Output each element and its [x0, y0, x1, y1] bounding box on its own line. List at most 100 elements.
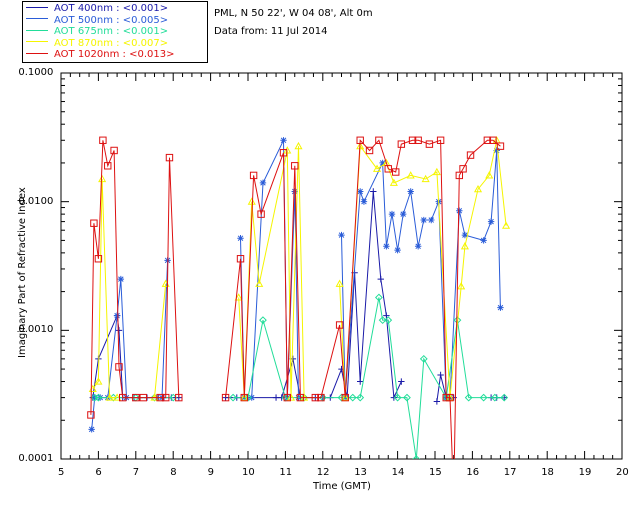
square-marker [87, 411, 95, 419]
triangle-marker [283, 146, 292, 154]
triangle-marker [234, 293, 243, 301]
square-marker [459, 165, 467, 173]
series-s1020 [87, 136, 505, 501]
square-marker [249, 171, 258, 180]
triangle-marker [113, 393, 122, 401]
series-line [90, 139, 501, 459]
square-marker [104, 162, 112, 170]
square-marker [408, 136, 417, 144]
legend-label: AOT 870nm : <0.007> [54, 37, 169, 49]
triangle-marker [94, 377, 103, 385]
triangle-marker [294, 141, 303, 150]
x-axis-label: Time (GMT) [313, 481, 371, 492]
square-marker [392, 168, 400, 176]
star-marker [493, 147, 500, 154]
star-marker [480, 237, 487, 244]
square-marker [455, 171, 464, 180]
star-marker [407, 188, 414, 195]
star-marker [497, 304, 504, 311]
date-label: Data from: 11 Jul 2014 [214, 26, 328, 37]
x-tick-label: 9 [207, 467, 214, 478]
square-marker [442, 393, 450, 402]
star-marker [487, 218, 495, 225]
square-marker [221, 393, 230, 402]
square-marker [165, 153, 174, 162]
square-marker [356, 136, 364, 144]
square-marker [175, 393, 183, 402]
diamond-marker [412, 455, 421, 459]
x-tick-label: 7 [132, 467, 140, 478]
star-marker [338, 231, 345, 239]
star-marker [360, 198, 368, 205]
plus-marker [115, 327, 123, 334]
star-marker [291, 188, 298, 195]
square-marker [115, 363, 123, 371]
star-marker [383, 243, 390, 250]
square-marker [90, 219, 98, 227]
triangle-marker [473, 184, 483, 193]
y-tick-label: 0.0001 [18, 453, 54, 464]
triangle-marker [341, 393, 350, 401]
star-marker [461, 231, 469, 239]
triangle-marker [98, 174, 107, 183]
x-tick-label: 15 [429, 467, 442, 478]
triangle-marker [335, 279, 344, 287]
triangle-marker [240, 393, 249, 401]
diamond-marker [94, 393, 103, 402]
diamond-marker [348, 393, 357, 402]
diamond-marker [300, 393, 309, 402]
square-marker [317, 393, 325, 402]
legend-swatch [26, 52, 48, 54]
triangle-marker [389, 178, 398, 186]
triangle-marker [460, 242, 469, 250]
triangle-marker [502, 221, 511, 229]
plus-marker [398, 378, 405, 385]
square-marker [466, 151, 475, 159]
diamond-marker [479, 393, 488, 402]
legend-entry: AOT 1020nm : <0.013> [26, 49, 174, 61]
square-marker [99, 136, 107, 144]
diamond-marker [393, 393, 402, 402]
location-label: PML, N 50 22', W 04 08', Alt 0m [214, 8, 373, 19]
triangle-marker [432, 167, 441, 176]
square-marker [375, 136, 383, 144]
legend-label: AOT 400nm : <0.001> [54, 3, 169, 14]
diamond-marker [374, 293, 383, 302]
square-marker [451, 495, 457, 501]
x-tick-label: 12 [316, 467, 330, 478]
x-tick-label: 11 [279, 467, 293, 478]
legend-entry: AOT 870nm : <0.007> [26, 38, 168, 50]
legend-label: AOT 675nm : <0.001> [54, 26, 169, 38]
star-marker [414, 243, 422, 250]
plus-marker [357, 378, 364, 385]
plus-marker [377, 275, 384, 283]
diamond-marker [229, 393, 237, 402]
legend-swatch [26, 29, 48, 31]
star-marker [113, 312, 121, 319]
x-tick-label: 19 [578, 467, 592, 478]
diamond-marker [356, 393, 365, 402]
square-marker [257, 210, 265, 218]
legend-entry: AOT 500nm : <0.005> [26, 15, 168, 27]
square-marker [162, 393, 170, 402]
legend-swatch [26, 6, 48, 8]
triangle-marker [372, 164, 382, 172]
star-marker [379, 159, 386, 167]
square-marker [240, 393, 248, 402]
diamond-marker [419, 354, 428, 363]
triangle-marker [105, 393, 114, 401]
x-tick-label: 14 [391, 467, 405, 478]
square-marker [139, 393, 147, 402]
y-tick-label: 0.0010 [18, 324, 54, 336]
y-tick-label: 0.0100 [18, 195, 54, 207]
star-marker [280, 137, 287, 144]
square-marker [446, 393, 454, 402]
square-marker [119, 393, 127, 402]
square-marker [311, 393, 320, 402]
x-tick-label: 16 [466, 467, 480, 478]
diamond-marker [259, 316, 267, 325]
x-tick-label: 20 [616, 467, 629, 478]
x-tick-label: 17 [503, 467, 517, 478]
square-marker [414, 136, 422, 144]
